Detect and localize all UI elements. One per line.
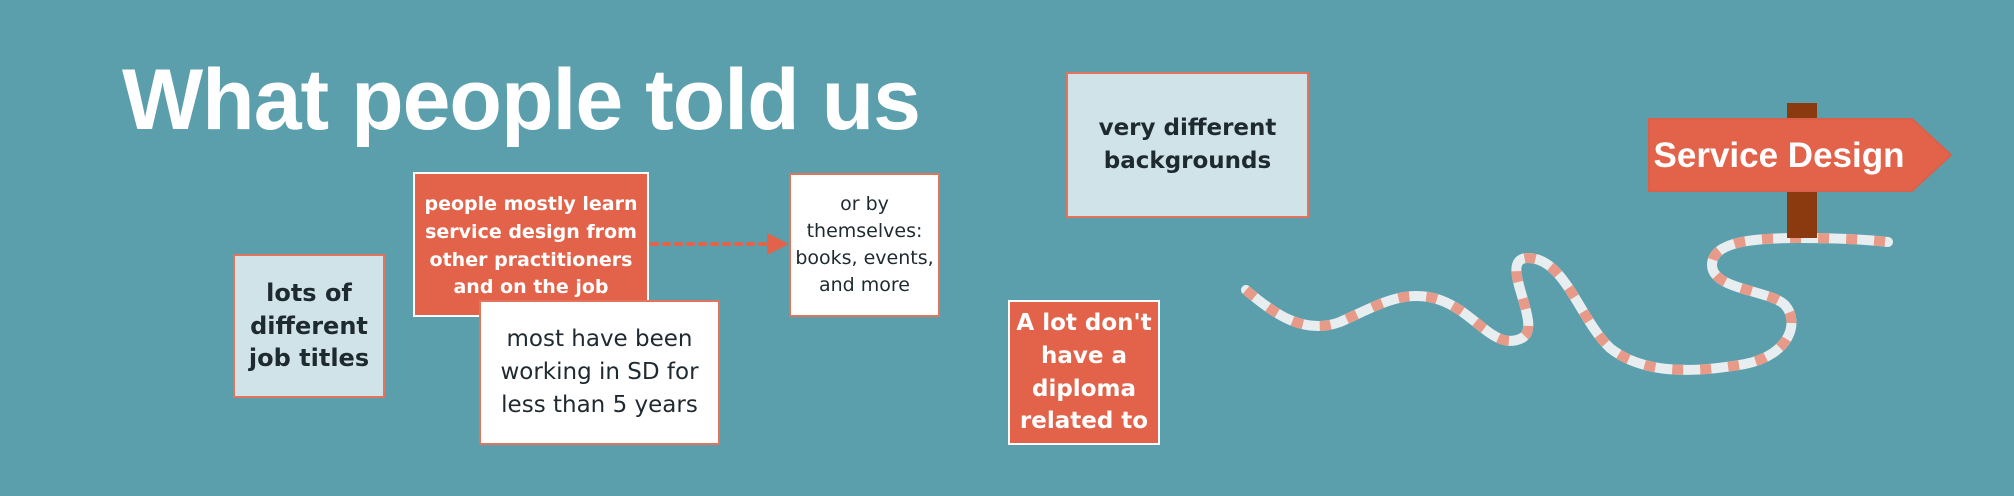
note-diploma: A lot don't have a diploma related to <box>1008 300 1160 445</box>
note-job-titles: lots of different job titles <box>233 254 385 398</box>
note-backgrounds: very different backgrounds <box>1066 72 1309 218</box>
note-learn-practitioners: people mostly learn service design from … <box>413 172 649 317</box>
note-years-text: most have been working in SD for less th… <box>500 326 699 418</box>
winding-path <box>1241 232 1893 375</box>
note-backgrounds-text: very different backgrounds <box>1098 115 1277 174</box>
signpost-label: Service Design <box>1653 136 1905 175</box>
note-by-themselves-text: or by themselves: books, events, and mor… <box>795 193 934 296</box>
note-job-titles-text: lots of different job titles <box>248 279 370 373</box>
note-learn-text: people mostly learn service design from … <box>424 193 638 299</box>
winding-path-dots <box>1242 232 1889 375</box>
note-by-themselves: or by themselves: books, events, and mor… <box>789 173 940 317</box>
arrow-head <box>767 233 789 255</box>
page-title: What people told us <box>122 52 921 148</box>
note-diploma-text: A lot don't have a diploma related to <box>1016 310 1152 435</box>
signpost-board <box>1648 118 1953 192</box>
note-years-experience: most have been working in SD for less th… <box>479 300 720 445</box>
